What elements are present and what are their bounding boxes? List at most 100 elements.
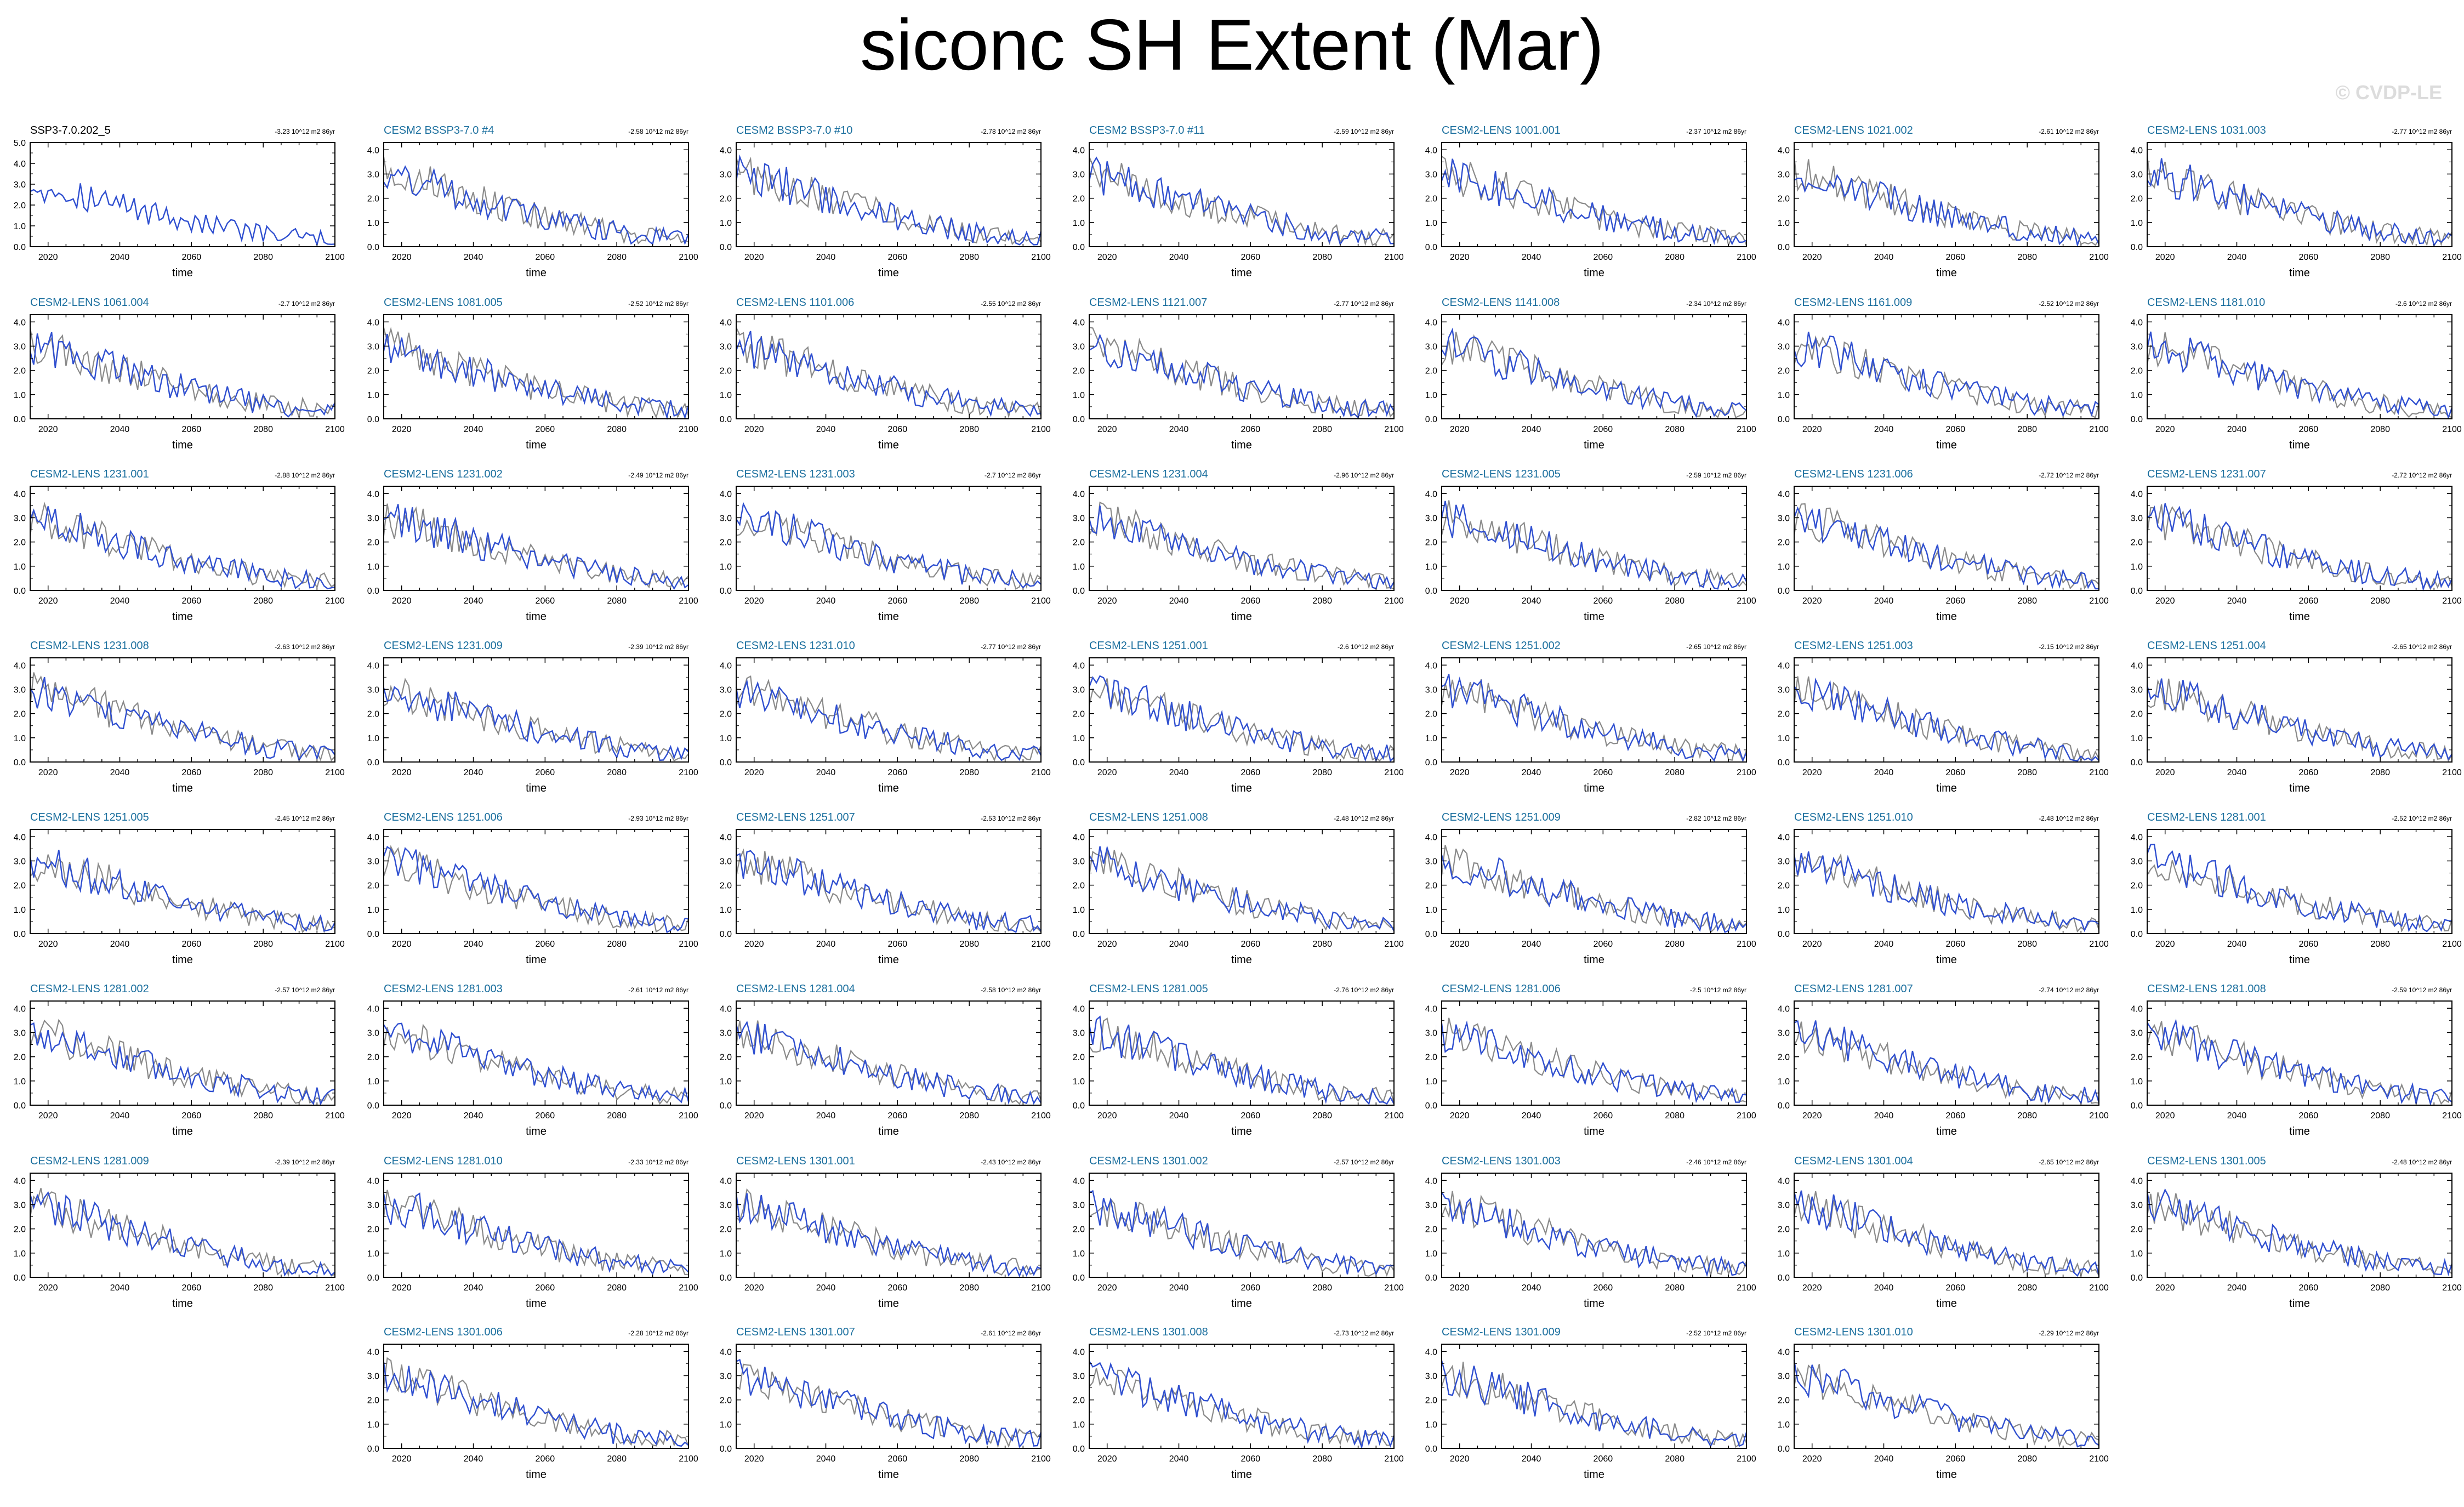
x-tick-label: 2020 (744, 1283, 764, 1293)
x-tick-label: 2040 (1522, 425, 1541, 434)
x-tick-label: 2060 (1241, 253, 1261, 262)
y-tick-label: 4.0 (367, 833, 379, 842)
x-axis-label: time (1936, 611, 1957, 623)
y-tick-label: 1.0 (1073, 391, 1085, 400)
x-tick-label: 2040 (816, 768, 836, 777)
panel: CESM2-LENS 1251.009 -2.82 10^12 m2 86yr 20… (1425, 811, 1756, 966)
panel-trend-label: -2.52 10^12 m2 86yr (628, 300, 688, 308)
y-tick-label: 4.0 (2131, 318, 2143, 327)
reference-series-line (1441, 500, 1747, 588)
x-tick-label: 2040 (1169, 1111, 1189, 1121)
x-tick-label: 2080 (1312, 1454, 1332, 1464)
x-axis-label: time (2289, 439, 2310, 451)
panel: CESM2-LENS 1231.002 -2.49 10^12 m2 86yr 20… (367, 468, 698, 623)
y-tick-label: 4.0 (1778, 146, 1790, 155)
y-tick-label: 2.0 (1073, 1225, 1085, 1235)
x-tick-label: 2020 (392, 1454, 412, 1464)
x-tick-label: 2020 (1097, 596, 1117, 606)
y-tick-label: 2.0 (14, 882, 26, 891)
x-tick-label: 2060 (1946, 940, 1966, 949)
x-axis-label: time (2289, 611, 2310, 623)
panel: CESM2-LENS 1231.005 -2.59 10^12 m2 86yr 20… (1425, 468, 1756, 623)
x-tick-label: 2020 (1097, 768, 1117, 777)
x-tick-label: 2080 (1312, 253, 1332, 262)
panel-title: CESM2 BSSP3-7.0 #11 (1089, 124, 1205, 137)
panel: CESM2-LENS 1231.010 -2.77 10^12 m2 86yr 20… (720, 640, 1051, 794)
x-tick-label: 2060 (536, 1454, 555, 1464)
member-series-line (1441, 1020, 1747, 1104)
panel-trend-label: -2.61 10^12 m2 86yr (981, 1329, 1041, 1337)
panel-title: CESM2-LENS 1281.002 (30, 983, 149, 995)
x-axis-label: time (1231, 954, 1252, 966)
y-tick-label: 2.0 (367, 367, 379, 376)
x-tick-label: 2100 (2442, 940, 2462, 949)
x-tick-label: 2060 (536, 940, 555, 949)
x-tick-label: 2080 (1312, 940, 1332, 949)
reference-series-line (2146, 1192, 2452, 1276)
x-tick-label: 2060 (1946, 768, 1966, 777)
x-axis-label: time (1231, 782, 1252, 794)
y-tick-label: 2.0 (1778, 538, 1790, 548)
panel-trend-label: -2.57 10^12 m2 86yr (1334, 1158, 1394, 1166)
y-tick-label: 3.0 (14, 514, 26, 523)
x-tick-label: 2100 (1737, 768, 1756, 777)
y-tick-label: 4.0 (2131, 146, 2143, 155)
member-series-line (1793, 332, 2099, 418)
x-tick-label: 2100 (2089, 1283, 2109, 1293)
x-tick-label: 2040 (816, 253, 836, 262)
x-tick-label: 2080 (959, 1111, 979, 1121)
x-axis-label: time (1936, 1298, 1957, 1310)
x-tick-label: 2080 (1665, 940, 1685, 949)
y-tick-label: 3.0 (367, 342, 379, 351)
panel-trend-label: -2.52 10^12 m2 86yr (2392, 815, 2452, 822)
x-axis-label: time (1584, 267, 1604, 279)
y-tick-label: 3.0 (720, 857, 732, 866)
reference-series-line (2146, 156, 2452, 247)
y-tick-label: 4.0 (720, 146, 732, 155)
y-tick-label: 0.0 (1425, 243, 1437, 252)
panel: CESM2-LENS 1301.003 -2.46 10^12 m2 86yr 20… (1425, 1155, 1756, 1310)
y-tick-label: 1.0 (2131, 562, 2143, 572)
y-tick-label: 3.0 (2131, 1028, 2143, 1038)
panel-trend-label: -2.46 10^12 m2 86yr (1686, 1158, 1746, 1166)
y-tick-label: 3.0 (1778, 857, 1790, 866)
panel: CESM2-LENS 1281.006 -2.5 10^12 m2 86yr 202… (1425, 983, 1756, 1138)
panel-trend-label: -2.76 10^12 m2 86yr (1334, 986, 1394, 994)
x-axis-label: time (1936, 1125, 1957, 1138)
x-tick-label: 2100 (2089, 940, 2109, 949)
y-tick-label: 0.0 (720, 243, 732, 252)
y-tick-label: 3.0 (1778, 170, 1790, 179)
y-tick-label: 2.0 (2131, 367, 2143, 376)
x-tick-label: 2060 (182, 940, 202, 949)
y-tick-label: 4.0 (1425, 833, 1437, 842)
y-tick-label: 3.0 (367, 685, 379, 695)
panel: CESM2-LENS 1251.002 -2.65 10^12 m2 86yr 20… (1425, 640, 1756, 794)
panel: CESM2-LENS 1251.008 -2.48 10^12 m2 86yr 20… (1073, 811, 1404, 966)
y-tick-label: 0.0 (14, 1101, 26, 1111)
panel: CESM2-LENS 1251.004 -2.65 10^12 m2 86yr 20… (2131, 640, 2462, 794)
x-tick-label: 2040 (110, 1111, 130, 1121)
panel-trend-label: -2.59 10^12 m2 86yr (2392, 986, 2452, 994)
member-series-line (1794, 1020, 2100, 1105)
member-series-line (1088, 156, 1395, 246)
reference-series-line (2147, 678, 2452, 763)
y-tick-label: 0.0 (1073, 930, 1085, 939)
reference-series-line (1088, 678, 1395, 762)
x-tick-label: 2100 (2089, 1454, 2109, 1464)
x-axis-label: time (1231, 1469, 1252, 1481)
x-tick-label: 2100 (1031, 425, 1051, 434)
y-tick-label: 2.0 (1778, 367, 1790, 376)
y-tick-label: 0.0 (2131, 415, 2143, 424)
x-tick-label: 2080 (1665, 768, 1685, 777)
plot-frame (1441, 1344, 1747, 1449)
x-tick-label: 2080 (607, 768, 627, 777)
y-tick-label: 4.0 (1778, 490, 1790, 499)
y-tick-label: 4.0 (1778, 1347, 1790, 1357)
x-tick-label: 2060 (182, 425, 202, 434)
y-tick-label: 1.0 (1425, 391, 1437, 400)
x-tick-label: 2040 (1874, 1454, 1894, 1464)
y-tick-label: 0.0 (1073, 587, 1085, 596)
x-axis-label: time (1231, 267, 1252, 279)
x-axis-label: time (878, 1469, 899, 1481)
x-tick-label: 2040 (464, 253, 483, 262)
